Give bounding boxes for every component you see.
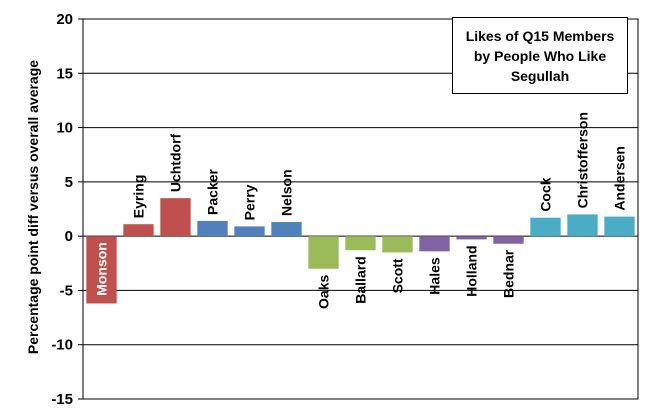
bar-packer: [197, 220, 228, 237]
y-tick-label: 0: [65, 228, 73, 245]
bar-label-eyring: Eyring: [131, 175, 147, 219]
bar-label-ballard: Ballard: [353, 256, 369, 303]
bar-label-hales: Hales: [427, 257, 443, 295]
bar-eyring: [123, 224, 154, 237]
bar-label-andersen: Andersen: [612, 146, 628, 211]
chart-title: Likes of Q15 Members by People Who Like …: [465, 27, 615, 84]
y-tick-label: -5: [60, 282, 73, 299]
bar-labels: Monson Eyring Uchtdorf Packer Perry Nelson Oak…: [94, 112, 628, 309]
y-tick-label: 10: [56, 120, 73, 137]
chart-title-box: Likes of Q15 Members by People Who Like …: [452, 17, 628, 94]
bar-label-christofferson: Christofferson: [575, 112, 591, 208]
y-axis-label: Percentage point diff versus overall ave…: [25, 60, 41, 354]
bar-label-perry: Perry: [242, 184, 258, 220]
bar-label-cock: Cock: [538, 177, 554, 211]
bar-scott: [382, 236, 413, 253]
y-tick-label: -15: [51, 391, 73, 408]
y-tick-label: 20: [56, 11, 73, 28]
bar-christofferson: [567, 214, 598, 237]
bar-oaks: [308, 236, 339, 269]
bars: [86, 198, 635, 304]
bar-monson: [86, 236, 117, 304]
bar-andersen: [604, 216, 635, 237]
bar-uchtdorf: [160, 198, 191, 237]
y-tick-label: -10: [51, 337, 73, 354]
bar-label-oaks: Oaks: [316, 275, 332, 309]
bar-perry: [234, 226, 265, 237]
y-tick-label: 5: [65, 174, 73, 191]
bar-label-packer: Packer: [205, 168, 221, 214]
bar-nelson: [271, 222, 302, 237]
plot-area-border: [82, 18, 639, 400]
bar-label-monson: Monson: [94, 242, 110, 296]
bar-label-nelson: Nelson: [279, 169, 295, 216]
bar-label-uchtdorf: Uchtdorf: [168, 133, 184, 192]
bar-cock: [530, 217, 561, 237]
bar-label-scott: Scott: [390, 258, 406, 293]
bar-hales: [419, 236, 450, 252]
bar-bednar: [493, 236, 524, 244]
bar-holland: [456, 236, 487, 240]
bar-ballard: [345, 236, 376, 251]
axes: -15 -10 -5 0 5 10 15 20: [51, 11, 639, 408]
bar-label-holland: Holland: [464, 245, 480, 296]
bar-label-bednar: Bednar: [501, 249, 517, 298]
y-tick-label: 15: [56, 65, 73, 82]
